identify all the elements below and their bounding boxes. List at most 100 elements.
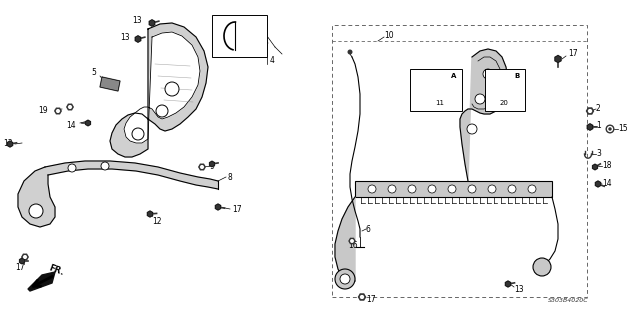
Polygon shape (147, 211, 152, 217)
Polygon shape (199, 164, 205, 170)
Text: 6: 6 (366, 225, 371, 234)
Polygon shape (438, 90, 442, 93)
Circle shape (335, 269, 355, 289)
Text: 13: 13 (3, 139, 13, 149)
Circle shape (528, 185, 536, 193)
Circle shape (608, 127, 612, 131)
Bar (410, 69, 462, 111)
Polygon shape (68, 106, 72, 108)
Text: 11: 11 (435, 100, 444, 106)
Polygon shape (124, 32, 200, 143)
Text: 14: 14 (602, 180, 612, 189)
Polygon shape (67, 104, 73, 110)
Text: S303B4020C: S303B4020C (548, 299, 589, 303)
Circle shape (29, 204, 43, 218)
Polygon shape (86, 120, 90, 126)
Text: 17: 17 (15, 263, 25, 271)
Text: 13: 13 (120, 33, 130, 41)
Polygon shape (24, 256, 26, 258)
Polygon shape (20, 258, 24, 264)
Bar (355, 181, 552, 197)
Polygon shape (506, 281, 511, 287)
Polygon shape (500, 90, 504, 93)
Bar (332, 25, 587, 297)
Circle shape (348, 49, 353, 55)
Text: 17: 17 (568, 49, 578, 58)
Polygon shape (216, 204, 221, 210)
Bar (212, 15, 267, 57)
Text: 20: 20 (499, 100, 508, 106)
Polygon shape (28, 272, 55, 291)
Polygon shape (436, 88, 444, 94)
Polygon shape (55, 108, 61, 114)
Polygon shape (8, 141, 13, 147)
Polygon shape (200, 166, 204, 168)
Polygon shape (424, 90, 427, 93)
Circle shape (132, 128, 144, 140)
Circle shape (475, 94, 485, 104)
Polygon shape (45, 161, 218, 189)
Text: 13: 13 (514, 285, 524, 293)
Text: 2: 2 (596, 105, 601, 114)
Bar (485, 69, 525, 111)
Circle shape (467, 124, 477, 134)
Text: 3: 3 (596, 150, 601, 159)
Polygon shape (588, 124, 593, 130)
Text: 10: 10 (384, 31, 394, 40)
Polygon shape (360, 296, 364, 298)
Polygon shape (18, 167, 55, 227)
Circle shape (340, 274, 350, 284)
Text: 5: 5 (91, 69, 96, 78)
Polygon shape (586, 108, 593, 114)
Circle shape (368, 185, 376, 193)
Circle shape (428, 185, 436, 193)
Circle shape (68, 164, 76, 172)
Polygon shape (209, 161, 214, 167)
Circle shape (468, 185, 476, 193)
Polygon shape (593, 164, 597, 170)
Circle shape (388, 185, 396, 193)
Circle shape (488, 185, 496, 193)
Polygon shape (499, 88, 506, 94)
Circle shape (448, 185, 456, 193)
Text: B: B (515, 73, 520, 79)
Circle shape (101, 162, 109, 170)
Polygon shape (595, 181, 600, 187)
Polygon shape (22, 254, 28, 260)
Text: 16: 16 (348, 241, 358, 250)
Text: 7: 7 (232, 42, 237, 51)
Polygon shape (110, 23, 208, 157)
Circle shape (508, 185, 516, 193)
Polygon shape (351, 240, 353, 242)
Polygon shape (149, 20, 155, 26)
Text: 4: 4 (270, 56, 275, 65)
Polygon shape (422, 88, 429, 94)
Text: 17: 17 (232, 205, 242, 214)
Text: A: A (451, 73, 456, 79)
Polygon shape (358, 294, 365, 300)
Polygon shape (135, 36, 141, 42)
Polygon shape (100, 77, 120, 91)
Text: 8: 8 (228, 173, 233, 182)
Text: 19: 19 (38, 107, 48, 115)
Text: 17: 17 (366, 294, 376, 303)
Text: 13: 13 (132, 17, 142, 26)
Text: 14: 14 (67, 122, 76, 130)
Text: 1: 1 (596, 122, 601, 130)
Text: FR.: FR. (48, 263, 66, 277)
Text: 15: 15 (618, 124, 628, 133)
Circle shape (483, 69, 493, 79)
Circle shape (156, 105, 168, 117)
Text: 12: 12 (152, 217, 161, 226)
Polygon shape (56, 110, 60, 112)
Polygon shape (349, 238, 355, 244)
Circle shape (165, 82, 179, 96)
Text: 9: 9 (210, 162, 215, 172)
Polygon shape (335, 197, 355, 281)
Polygon shape (555, 56, 561, 63)
Text: 18: 18 (602, 161, 611, 170)
Circle shape (533, 258, 551, 276)
Polygon shape (588, 110, 591, 112)
Circle shape (408, 185, 416, 193)
Polygon shape (460, 49, 508, 181)
